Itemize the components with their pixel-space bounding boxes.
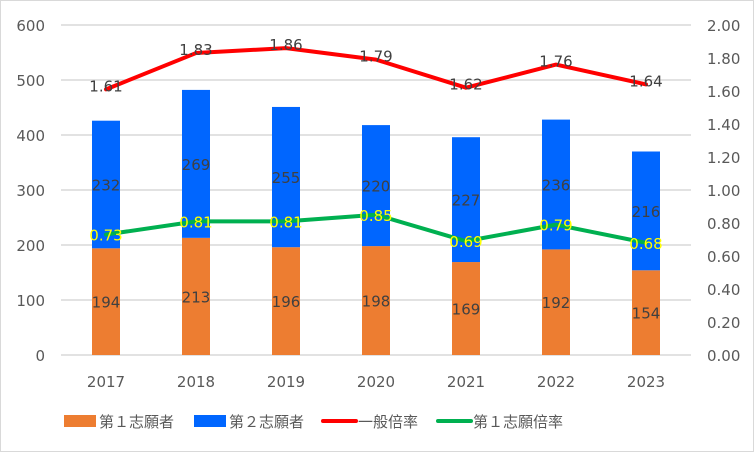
line-data-label: 1.64	[629, 72, 662, 90]
legend-swatch	[64, 415, 96, 427]
right-axis-tick-label: 1.20	[707, 149, 740, 167]
legend-label: 第１志願者	[99, 413, 174, 431]
bar-series-2	[632, 151, 660, 271]
line-data-label: 0.81	[179, 213, 212, 231]
right-axis-tick-label: 0.20	[707, 314, 740, 332]
x-axis-tick-label: 2018	[177, 373, 215, 391]
bar-data-label: 198	[362, 293, 391, 311]
right-axis-tick-label: 0.80	[707, 215, 740, 233]
line-data-label: 0.73	[89, 227, 122, 245]
line-series-1	[104, 46, 648, 92]
bar-series-1	[632, 270, 660, 355]
line-series-2	[104, 212, 648, 245]
line-data-label: 0.85	[359, 207, 392, 225]
legend-label: 一般倍率	[358, 413, 418, 431]
left-axis-tick-label: 600	[16, 17, 45, 35]
bar-data-label: 194	[92, 294, 121, 312]
line-data-label: 0.79	[539, 217, 572, 235]
line-data-label: 1.86	[269, 36, 302, 54]
x-axis-tick-label: 2021	[447, 373, 485, 391]
line-data-label: 1.62	[449, 76, 482, 94]
bar-data-label: 227	[452, 192, 481, 210]
x-axis-tick-label: 2019	[267, 373, 305, 391]
legend-swatch	[194, 415, 226, 427]
left-axis-tick-label: 200	[16, 237, 45, 255]
line-data-label: 0.81	[269, 213, 302, 231]
bar-data-label: 220	[362, 178, 391, 196]
x-axis-tick-label: 2023	[627, 373, 665, 391]
right-axis-tick-label: 0.40	[707, 281, 740, 299]
left-axis-tick-label: 300	[16, 182, 45, 200]
right-axis-tick-label: 0.00	[707, 347, 740, 365]
bar-data-label: 255	[272, 169, 301, 187]
x-axis-tick-label: 2017	[87, 373, 125, 391]
bar-data-label: 169	[452, 301, 481, 319]
right-axis-tick-label: 2.00	[707, 17, 740, 35]
line-data-label: 0.69	[449, 233, 482, 251]
legend-label: 第１志願倍率	[473, 413, 563, 431]
bar-series-2	[362, 125, 390, 247]
bar-series-1	[542, 249, 570, 355]
bar-data-label: 236	[542, 177, 571, 195]
x-axis-tick-label: 2020	[357, 373, 395, 391]
bar-data-label: 216	[632, 203, 661, 221]
left-axis-tick-label: 0	[35, 347, 45, 365]
bar-series-1	[272, 247, 300, 355]
right-axis-tick-label: 1.40	[707, 116, 740, 134]
line-data-label: 1.79	[359, 48, 392, 66]
line-data-label: 1.61	[89, 77, 122, 95]
bar-series-1	[182, 237, 210, 355]
legend-label: 第２志願者	[229, 413, 304, 431]
bar-series-1	[362, 246, 390, 355]
bar-data-label: 213	[182, 288, 211, 306]
bar-data-label: 269	[182, 156, 211, 174]
right-axis-tick-label: 1.80	[707, 50, 740, 68]
right-axis-tick-label: 0.60	[707, 248, 740, 266]
bar-data-label: 196	[272, 293, 301, 311]
right-axis-tick-label: 1.60	[707, 83, 740, 101]
bar-series-2	[92, 120, 120, 249]
line-data-label: 1.76	[539, 53, 572, 71]
bar-data-label: 192	[542, 294, 571, 312]
x-axis-tick-label: 2022	[537, 373, 575, 391]
line-data-label: 1.83	[179, 41, 212, 59]
bar-series-1	[452, 262, 480, 355]
left-axis-tick-label: 400	[16, 127, 45, 145]
left-axis-tick-label: 500	[16, 72, 45, 90]
bar-series-2	[182, 89, 210, 238]
right-axis-tick-label: 1.00	[707, 182, 740, 200]
line-data-label: 0.68	[629, 235, 662, 253]
left-axis-tick-label: 100	[16, 292, 45, 310]
bar-series-1	[92, 248, 120, 355]
bar-data-label: 232	[92, 177, 121, 195]
bar-data-label: 154	[632, 305, 661, 323]
bar-series-2	[272, 106, 300, 248]
